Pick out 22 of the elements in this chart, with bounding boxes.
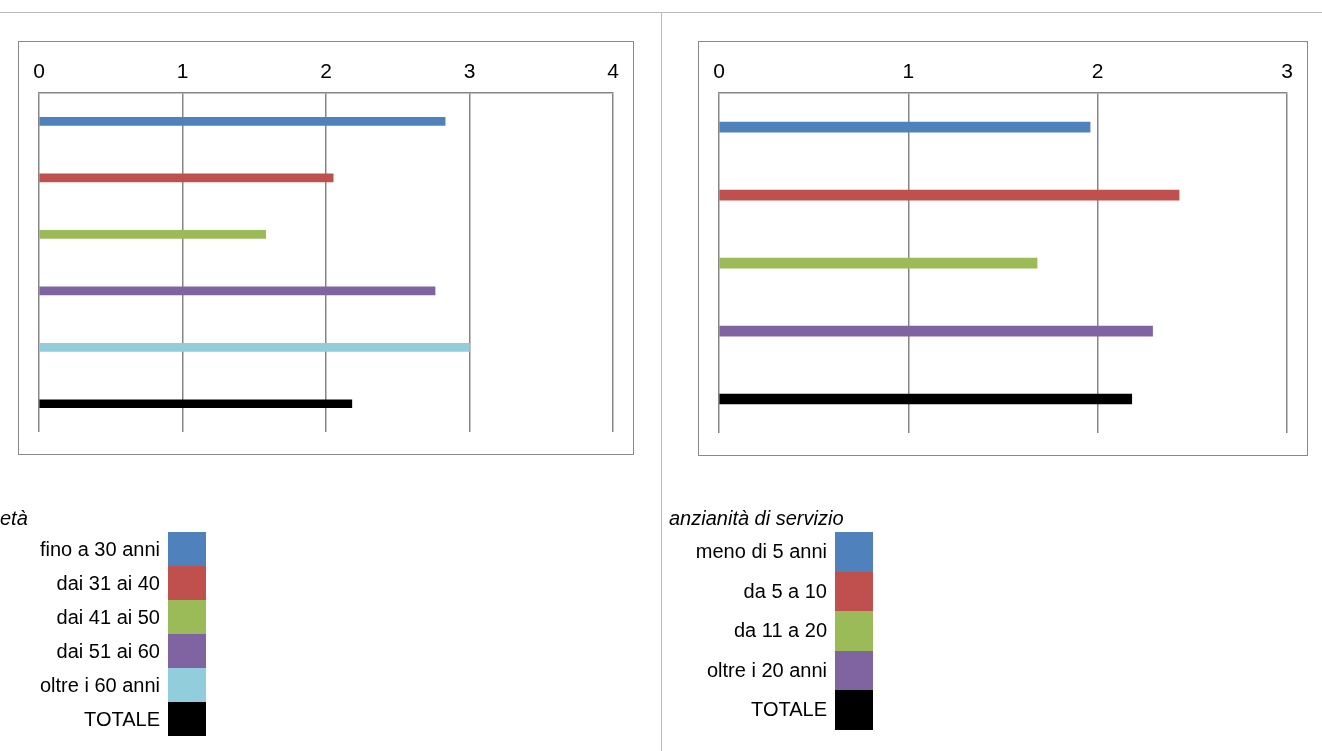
legend-label: dai 51 ai 60 (55, 639, 161, 664)
x-tick-label: 2 (320, 59, 332, 83)
legend-label: dai 31 ai 40 (55, 571, 161, 596)
legend-label: oltre i 60 anni (38, 673, 161, 698)
x-tick-label: 3 (463, 59, 476, 83)
legend-title: età (0, 507, 29, 530)
legend-label: dai 41 ai 50 (55, 605, 161, 630)
legend-title: anzianità di servizio (668, 507, 844, 530)
legend-label: meno di 5 anni (694, 539, 828, 564)
x-tick-label: 3 (1281, 59, 1293, 83)
x-tick-label: 1 (176, 59, 189, 83)
legend-label: TOTALE (750, 697, 828, 722)
x-tick-label: 0 (33, 59, 45, 83)
legend-label: fino a 30 anni (38, 537, 161, 562)
x-tick-label: 0 (713, 59, 725, 83)
legend-label: TOTALE (83, 707, 161, 732)
x-tick-label: 1 (902, 59, 915, 83)
x-tick-label: 4 (607, 59, 620, 83)
x-tick-label: 2 (1091, 59, 1104, 83)
legend-label: oltre i 20 anni (705, 657, 828, 683)
legend-label: da 11 a 20 (732, 618, 828, 643)
legend-label: da 5 a 10 (742, 578, 828, 604)
